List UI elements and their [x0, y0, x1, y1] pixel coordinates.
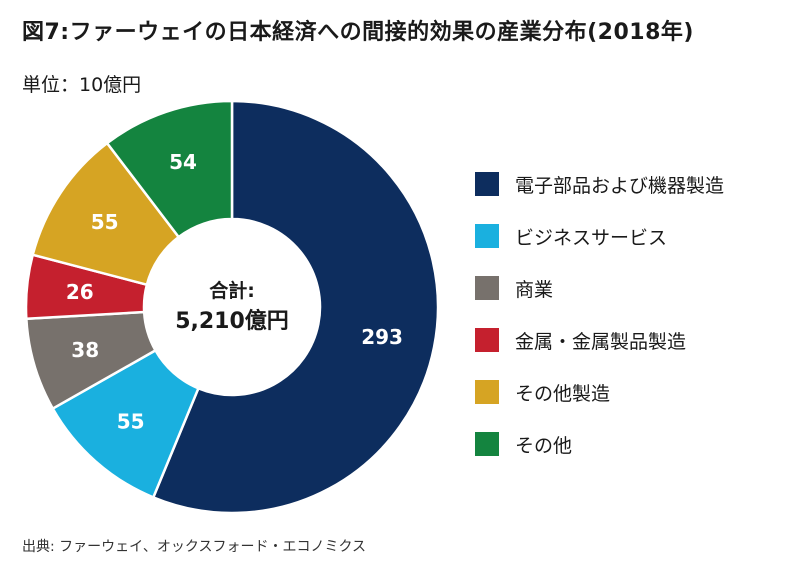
legend-swatch [475, 432, 499, 456]
slice-value-label: 293 [361, 325, 403, 349]
legend-swatch [475, 172, 499, 196]
legend: 電子部品および機器製造 ビジネスサービス 商業金属・金属製品製造 その他製造その他 [475, 158, 785, 470]
legend-label: その他 [515, 434, 573, 457]
legend-swatch [475, 328, 499, 352]
slice-labels: 293 55 38 26 55 54 [66, 150, 403, 434]
center-total-value: 5,210億円 [175, 308, 289, 334]
slice-value-label: 55 [117, 410, 145, 434]
legend-item: その他 [475, 418, 785, 470]
legend-swatch [475, 380, 499, 404]
slice-value-label: 38 [71, 338, 99, 362]
legend-item: その他製造 [475, 366, 785, 418]
center-total-label: 合計: [209, 279, 255, 302]
legend-label: 商業 [515, 278, 554, 301]
slice-value-label: 26 [66, 280, 94, 304]
slice-value-label: 54 [169, 150, 197, 174]
donut-slices [24, 99, 440, 515]
legend-item: ビジネスサービス [475, 210, 785, 262]
legend-item: 商業 [475, 262, 785, 314]
legend-item: 金属・金属製品製造 [475, 314, 785, 366]
source-note: 出典: ファーウェイ、オックスフォード・エコノミクス [22, 539, 367, 555]
legend-label: ビジネスサービス [515, 226, 668, 249]
chart-title: 図7:ファーウェイの日本経済への間接的効果の産業分布(2018年) [22, 20, 694, 45]
legend-label: 金属・金属製品製造 [515, 330, 687, 353]
unit-label: 単位：10億円 [22, 74, 142, 96]
legend-swatch [475, 224, 499, 248]
legend-swatch [475, 276, 499, 300]
slice-value-label: 55 [91, 210, 119, 234]
donut-slice [105, 99, 234, 239]
donut-slice [151, 99, 440, 515]
legend-label: 電子部品および機器製造 [515, 174, 725, 197]
legend-label: その他製造 [515, 382, 611, 405]
legend-item: 電子部品および機器製造 [475, 158, 785, 210]
